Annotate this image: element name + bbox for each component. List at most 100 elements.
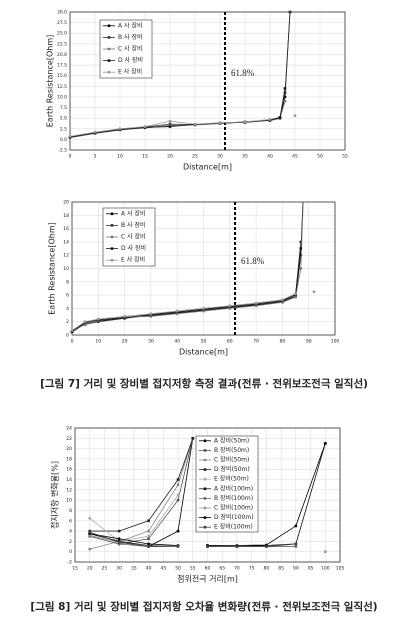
x-tick-label: 75 <box>249 566 255 572</box>
marker <box>117 537 121 541</box>
marker <box>147 542 151 546</box>
legend-label: C 장비(100m) <box>214 504 253 512</box>
marker <box>149 312 153 316</box>
legend-marker <box>110 235 114 239</box>
series-line <box>89 494 179 542</box>
legend-label: E 장비(100m) <box>214 523 253 531</box>
marker <box>118 127 122 131</box>
legend-marker <box>203 516 207 519</box>
x-tick-label: 30 <box>148 339 154 345</box>
marker <box>83 320 87 324</box>
legend-label: E 장비(50m) <box>214 475 249 483</box>
x-tick-label: 85 <box>278 566 284 572</box>
legend-label: E 사 장비 <box>118 68 142 76</box>
legend-label: A 장비(100m) <box>214 484 253 492</box>
x-tick-label: 40 <box>146 566 152 572</box>
y-axis-label: Earth Resistance[Ohm] <box>48 222 57 315</box>
marker <box>293 114 297 118</box>
x-axis-label: 점위전극 거리[m] <box>177 574 238 584</box>
marker <box>299 240 303 244</box>
legend-marker <box>203 477 207 481</box>
legend-marker <box>110 247 114 250</box>
x-tick-label: 50 <box>175 566 181 572</box>
marker <box>168 125 172 128</box>
marker <box>294 542 298 546</box>
y-tick-label: 10 <box>66 498 72 504</box>
y-tick-label: 4 <box>66 306 69 312</box>
legend-marker <box>107 36 111 39</box>
marker <box>176 493 180 497</box>
legend-label: E 사 장비 <box>121 256 145 264</box>
y-axis-label: Earth Resistance[Ohm] <box>46 35 55 128</box>
marker <box>288 10 292 14</box>
series-line <box>72 248 302 333</box>
marker <box>117 541 121 544</box>
legend-label: B 장비(100m) <box>214 494 253 502</box>
x-tick-label: 80 <box>280 339 286 345</box>
y-tick-label: 8 <box>69 508 72 514</box>
x-tick-label: 25 <box>192 154 198 160</box>
marker <box>93 130 97 134</box>
legend-label: A 사 장비 <box>121 209 145 217</box>
legend-label: B 사 장비 <box>121 221 146 229</box>
x-tick-label: 60 <box>205 566 211 572</box>
chart: 0 2 4 6 8 10 12 14 16 18 20 0 10 20 30 40 50 60 70 80 90 100 D… <box>48 200 340 357</box>
marker <box>147 534 151 538</box>
marker <box>168 119 172 123</box>
marker <box>312 290 316 294</box>
y-tick-label: 24 <box>66 426 72 432</box>
legend-label: D 장비(100m) <box>214 513 254 521</box>
y-tick-label: 17.5 <box>57 63 67 69</box>
marker <box>123 314 126 318</box>
marker <box>235 545 239 548</box>
y-tick-label: 5.0 <box>60 116 67 122</box>
legend-box <box>195 435 259 533</box>
y-tick-label: 20.0 <box>57 52 67 58</box>
caption: [그림 7] 거리 및 장비별 접지저항 측정 결과(전류 · 전위보조전극 일… <box>40 377 368 390</box>
series-line <box>72 241 302 332</box>
marker <box>176 483 180 487</box>
y-tick-label: 2 <box>66 319 69 325</box>
series-line <box>70 116 295 137</box>
x-tick-label: 105 <box>336 566 345 572</box>
legend-label: D 장비(50m) <box>214 465 250 473</box>
legend-marker <box>107 70 111 74</box>
legend-marker <box>203 497 207 500</box>
y-tick-label: 0.0 <box>60 137 67 143</box>
legend-label: D 사 장비 <box>121 244 146 252</box>
marker <box>147 519 150 523</box>
x-tick-label: 70 <box>253 339 259 345</box>
marker <box>68 135 72 138</box>
x-tick-label: 20 <box>87 566 93 572</box>
x-tick-label: 90 <box>293 566 299 572</box>
marker <box>147 545 150 548</box>
x-tick-label: 30 <box>217 154 223 160</box>
marker <box>218 121 222 125</box>
caption: [그림 8] 거리 및 장비별 접지저항 오차율 변화량(전류 · 전위보조전극… <box>30 600 377 613</box>
marker <box>70 328 74 332</box>
marker <box>283 99 287 103</box>
marker <box>294 545 298 548</box>
marker <box>294 295 297 299</box>
y-tick-label: 16 <box>63 226 69 232</box>
marker <box>88 547 92 551</box>
x-tick-label: 5 <box>94 154 97 160</box>
y-tick-label: 2.5 <box>60 126 67 132</box>
x-tick-label: 50 <box>317 154 323 160</box>
legend-label: A 장비(50m) <box>214 436 249 444</box>
y-tick-label: 14 <box>63 239 69 245</box>
marker <box>143 125 147 129</box>
x-tick-label: 0 <box>71 339 74 345</box>
x-tick-label: 45 <box>292 154 298 160</box>
marker <box>323 550 327 553</box>
x-tick-label: 35 <box>131 566 137 572</box>
x-tick-label: 70 <box>234 566 240 572</box>
x-tick-label: 10 <box>117 154 123 160</box>
marker <box>147 529 151 533</box>
x-axis-label: Distance[m] <box>183 163 232 172</box>
series-line <box>70 88 286 138</box>
marker <box>265 545 268 548</box>
marker <box>176 529 180 533</box>
legend-marker <box>107 47 111 51</box>
